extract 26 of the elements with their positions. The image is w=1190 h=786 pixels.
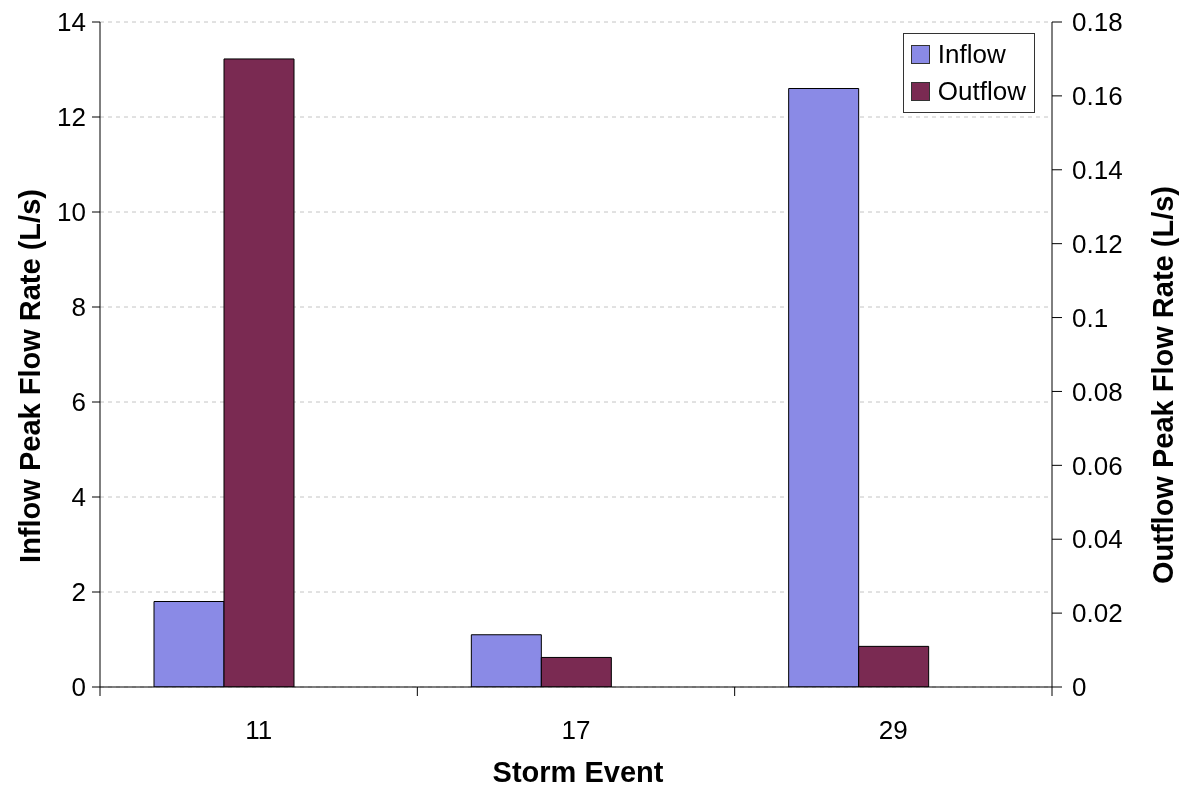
y2-tick-label: 0.02 — [1072, 598, 1123, 629]
y-tick-label: 4 — [71, 482, 86, 513]
x-tick-label: 17 — [561, 715, 591, 745]
y2-tick-label: 0.14 — [1072, 155, 1123, 186]
y2-tick-label: 0.1 — [1072, 302, 1109, 333]
y-axis-title: Inflow Peak Flow Rate (L/s) — [14, 189, 46, 563]
y2-tick-label: 0.06 — [1072, 450, 1123, 481]
y2-tick-label: 0.04 — [1072, 524, 1123, 555]
y-tick-label: 12 — [57, 102, 86, 133]
y-tick-label: 6 — [71, 387, 86, 418]
x-tick-label: 29 — [878, 715, 908, 745]
y-tick-label: 8 — [71, 292, 86, 323]
y-tick-label: 14 — [57, 7, 86, 38]
y2-tick-label: 0.12 — [1072, 228, 1123, 259]
y-tick-label: 10 — [57, 197, 86, 228]
legend-label: Outflow — [937, 76, 1026, 107]
y2-tick-label: 0 — [1072, 672, 1087, 703]
legend-label: Inflow — [937, 39, 1006, 70]
x-axis-title: Storm Event — [492, 756, 664, 786]
x-tick-label: 11 — [245, 715, 273, 745]
y2-axis-title: Outflow Peak Flow Rate (L/s) — [1147, 186, 1179, 584]
y2-tick-label: 0.08 — [1072, 376, 1123, 407]
y-tick-label: 0 — [71, 672, 86, 703]
y2-tick-label: 0.18 — [1072, 7, 1123, 38]
y2-tick-label: 0.16 — [1072, 81, 1123, 112]
y-tick-label: 2 — [71, 577, 86, 608]
